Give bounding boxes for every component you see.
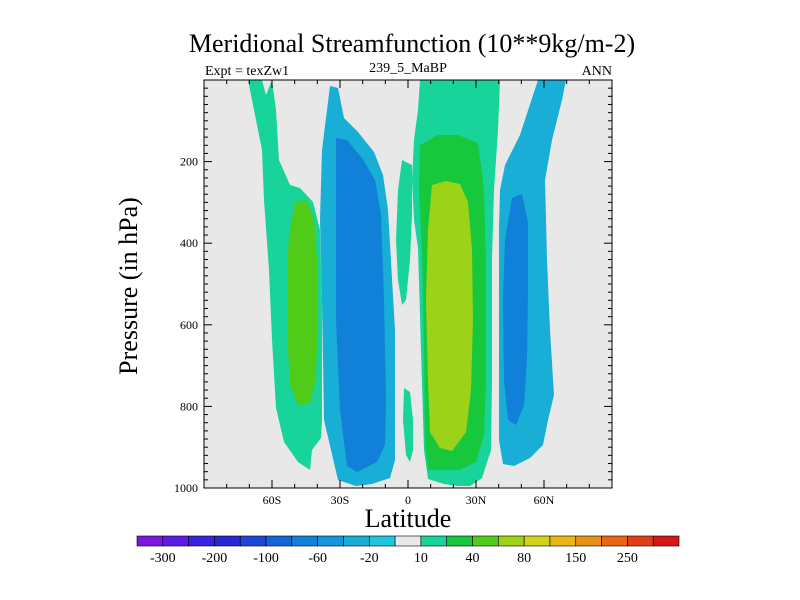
colorbar-label: 250 bbox=[617, 551, 638, 566]
x-tick-label: 60S bbox=[263, 493, 282, 507]
colorbar-label: -200 bbox=[202, 551, 228, 566]
region-southern-polar-cell-core bbox=[287, 200, 317, 405]
region-northern-ferrel-cell-core bbox=[503, 194, 528, 425]
colorbar-swatch bbox=[601, 535, 628, 547]
colorbar-swatch bbox=[343, 535, 370, 547]
y-axis-label: Pressure (in hPa) bbox=[114, 197, 143, 375]
experiment-label: Expt = texZw1 bbox=[205, 64, 289, 79]
x-axis: 60S 30S 0 30N 60N bbox=[226, 80, 590, 507]
colorbar-swatch bbox=[265, 535, 293, 547]
colorbar-swatch bbox=[291, 535, 318, 547]
colorbar-swatch bbox=[652, 535, 680, 547]
y-tick-label: 200 bbox=[180, 155, 198, 169]
x-axis-label: Latitude bbox=[365, 504, 452, 533]
region-near-surface-positive-filament bbox=[403, 388, 413, 462]
colorbar-label: 80 bbox=[517, 551, 531, 566]
colorbar-swatch bbox=[523, 535, 551, 547]
y-axis: 200 400 600 800 1000 bbox=[174, 87, 612, 495]
colorbar-label: -100 bbox=[253, 551, 279, 566]
colorbar-swatch bbox=[317, 535, 344, 547]
colorbar-label: -300 bbox=[150, 551, 176, 566]
y-tick-label: 400 bbox=[180, 236, 198, 250]
period-label: 239_5_MaBP bbox=[369, 61, 447, 76]
y-tick-label: 600 bbox=[180, 318, 198, 332]
colorbar-label: 40 bbox=[466, 551, 480, 566]
colorbar bbox=[136, 535, 680, 547]
colorbar-swatch bbox=[214, 535, 241, 547]
colorbar-label: -60 bbox=[308, 551, 327, 566]
colorbar-swatch bbox=[549, 535, 577, 547]
x-tick-label: 0 bbox=[405, 493, 411, 507]
colorbar-swatch bbox=[162, 535, 189, 547]
colorbar-swatch bbox=[498, 535, 525, 547]
region-equatorial-positive-filament bbox=[396, 160, 412, 305]
colorbar-swatch bbox=[368, 535, 396, 547]
colorbar-swatch bbox=[627, 535, 654, 547]
colorbar-swatch bbox=[472, 535, 499, 547]
season-label: ANN bbox=[582, 64, 612, 79]
x-tick-label: 30N bbox=[466, 493, 487, 507]
colorbar-swatch bbox=[575, 535, 602, 547]
colorbar-swatch bbox=[420, 535, 448, 547]
colorbar-label: 150 bbox=[565, 551, 586, 566]
colorbar-label: -20 bbox=[360, 551, 379, 566]
colorbar-swatch bbox=[188, 535, 215, 547]
colorbar-swatch bbox=[239, 535, 267, 547]
region-hadley-cell-core bbox=[426, 181, 473, 451]
colorbar-swatch bbox=[394, 535, 422, 547]
colorbar-labels: -300 -200 -100 -60 -20 10 40 80 150 250 bbox=[150, 551, 638, 566]
x-tick-label: 60N bbox=[534, 493, 555, 507]
region-southern-ferrel-cell-core bbox=[336, 138, 386, 472]
colorbar-swatch bbox=[446, 535, 473, 547]
x-tick-label: 30S bbox=[331, 493, 350, 507]
y-tick-label: 800 bbox=[180, 399, 198, 413]
y-tick-label: 1000 bbox=[174, 481, 198, 495]
colorbar-label: 10 bbox=[414, 551, 428, 566]
chart-title: Meridional Streamfunction (10**9kg/m-2) bbox=[189, 29, 635, 58]
colorbar-swatch bbox=[136, 535, 164, 547]
